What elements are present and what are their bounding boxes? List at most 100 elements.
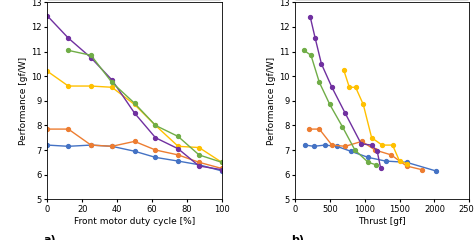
75% (372, 149, 378, 151)
25% (153, 136, 158, 139)
75% (109, 145, 115, 148)
75% (419, 168, 425, 171)
50% (45, 70, 50, 73)
100% (109, 145, 115, 148)
50% (88, 85, 94, 88)
100% (322, 144, 328, 146)
100% (196, 163, 202, 166)
75% (219, 167, 225, 170)
25% (196, 165, 202, 168)
Line: 75%: 75% (307, 127, 424, 172)
25% (45, 14, 50, 17)
0% (196, 154, 202, 156)
75% (404, 165, 410, 168)
Line: 0%: 0% (66, 48, 224, 164)
50% (132, 103, 137, 106)
Line: 25%: 25% (308, 15, 383, 170)
75% (65, 128, 71, 131)
100% (404, 161, 410, 164)
100% (433, 169, 438, 172)
50% (341, 69, 346, 72)
0% (352, 149, 358, 151)
100% (65, 145, 71, 148)
50% (153, 124, 158, 127)
75% (388, 154, 394, 156)
75% (342, 145, 348, 148)
50% (219, 161, 225, 164)
25% (358, 142, 364, 145)
0% (132, 102, 137, 105)
50% (346, 86, 352, 89)
25% (175, 147, 181, 150)
100% (132, 150, 137, 153)
25% (369, 144, 374, 146)
25% (109, 78, 115, 81)
75% (45, 128, 50, 131)
50% (109, 86, 115, 89)
75% (175, 154, 181, 156)
25% (378, 167, 383, 170)
0% (365, 161, 371, 164)
75% (88, 144, 94, 146)
100% (365, 156, 371, 159)
0% (65, 49, 71, 52)
Line: 100%: 100% (46, 143, 224, 173)
100% (334, 145, 339, 148)
0% (317, 81, 322, 84)
0% (109, 81, 115, 84)
25% (329, 86, 335, 89)
Line: 100%: 100% (303, 143, 438, 173)
Line: 50%: 50% (46, 69, 224, 164)
25% (132, 112, 137, 114)
100% (348, 150, 354, 153)
Text: a): a) (44, 235, 56, 240)
50% (360, 103, 366, 106)
Line: 25%: 25% (46, 14, 224, 172)
X-axis label: Front motor duty cycle [%]: Front motor duty cycle [%] (74, 216, 195, 226)
0% (327, 103, 333, 106)
50% (196, 146, 202, 149)
50% (175, 145, 181, 148)
Y-axis label: Performance [gf/W]: Performance [gf/W] (267, 57, 276, 145)
75% (306, 128, 312, 131)
75% (196, 161, 202, 164)
0% (308, 54, 314, 57)
50% (65, 85, 71, 88)
75% (132, 140, 137, 143)
25% (342, 112, 348, 114)
0% (88, 54, 94, 57)
50% (397, 160, 402, 162)
50% (353, 86, 358, 89)
75% (153, 149, 158, 151)
100% (383, 160, 388, 162)
25% (374, 150, 380, 153)
25% (65, 37, 71, 40)
25% (308, 16, 313, 19)
100% (302, 144, 308, 146)
Text: b): b) (292, 235, 304, 240)
Y-axis label: Performance [gf/W]: Performance [gf/W] (19, 57, 28, 145)
75% (329, 144, 335, 146)
Line: 75%: 75% (46, 127, 224, 170)
0% (219, 161, 225, 164)
100% (311, 145, 317, 148)
0% (373, 163, 379, 166)
75% (317, 128, 322, 131)
75% (359, 140, 365, 143)
100% (175, 160, 181, 162)
0% (301, 49, 307, 52)
25% (319, 62, 324, 65)
50% (404, 162, 410, 165)
Line: 0%: 0% (302, 48, 378, 167)
Line: 50%: 50% (342, 68, 409, 165)
X-axis label: Thrust [gf]: Thrust [gf] (358, 216, 406, 226)
50% (379, 144, 385, 146)
50% (369, 136, 374, 139)
0% (153, 124, 158, 127)
100% (219, 169, 225, 172)
100% (88, 144, 94, 146)
100% (45, 144, 50, 146)
0% (339, 125, 345, 128)
25% (219, 168, 225, 171)
100% (153, 156, 158, 159)
